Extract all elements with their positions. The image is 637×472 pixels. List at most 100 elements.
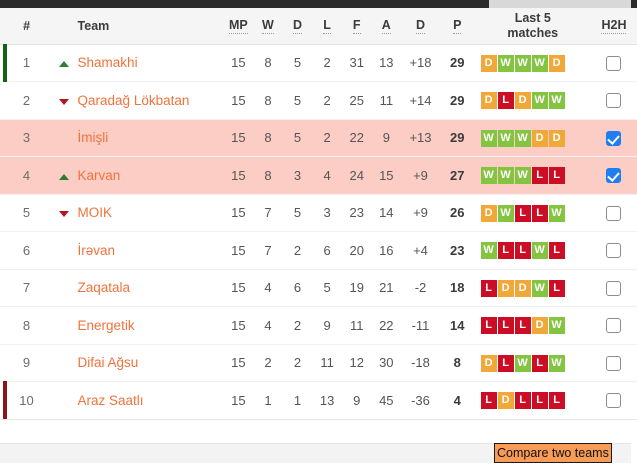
row-h2h[interactable]: [590, 381, 637, 420]
form-badge-l[interactable]: L: [497, 317, 514, 335]
form-badge-w[interactable]: W: [497, 167, 514, 185]
row-h2h[interactable]: [590, 306, 637, 345]
h2h-checkbox[interactable]: [606, 55, 622, 71]
column-header-l[interactable]: L: [312, 8, 342, 45]
table-row[interactable]: 7 Zaqatala 15 4 6 5 19 21 -2 18 L D D W L: [0, 269, 637, 307]
form-badge-d[interactable]: D: [497, 392, 514, 410]
form-badge-w[interactable]: W: [548, 317, 565, 335]
form-badge-w[interactable]: W: [531, 279, 548, 297]
form-badge-l[interactable]: L: [531, 204, 548, 222]
column-header-f[interactable]: F: [341, 8, 372, 45]
form-badge-d[interactable]: D: [531, 317, 548, 335]
team-link[interactable]: Difai Ağsu: [77, 355, 139, 371]
form-badge-l[interactable]: L: [514, 204, 531, 222]
form-badge-d[interactable]: D: [531, 129, 548, 147]
h2h-checkbox[interactable]: [606, 205, 622, 221]
team-link[interactable]: Zaqatala: [77, 280, 131, 296]
column-header-goal-difference[interactable]: D: [401, 8, 440, 45]
form-badge-d[interactable]: D: [480, 54, 497, 72]
team-link[interactable]: İrəvan: [77, 242, 116, 258]
form-badge-l[interactable]: L: [497, 354, 514, 372]
row-h2h[interactable]: [590, 119, 637, 157]
column-header-a[interactable]: A: [371, 8, 402, 45]
column-header-h2h[interactable]: H2H: [590, 8, 637, 45]
table-row[interactable]: 6 İrəvan 15 7 2 6 20 16 +4 23 W L L W L: [0, 231, 637, 270]
form-badge-w[interactable]: W: [497, 204, 514, 222]
form-badge-w[interactable]: W: [480, 242, 497, 260]
row-h2h[interactable]: [590, 269, 637, 307]
table-row[interactable]: 5 MOIK 15 7 5 3 23 14 +9 26 D W L L W: [0, 194, 637, 232]
table-row[interactable]: 3 İmişli 15 8 5 2 22 9 +13 29 W W W D D: [0, 119, 637, 157]
form-badge-l[interactable]: L: [531, 354, 548, 372]
form-badge-d[interactable]: D: [548, 129, 565, 147]
form-badge-l[interactable]: L: [514, 392, 531, 410]
form-badge-w[interactable]: W: [480, 167, 497, 185]
form-badge-d[interactable]: D: [497, 279, 514, 297]
h2h-checkbox[interactable]: [606, 93, 622, 109]
form-badge-w[interactable]: W: [531, 54, 548, 72]
form-badge-w[interactable]: W: [497, 54, 514, 72]
form-badge-l[interactable]: L: [480, 317, 497, 335]
team-link[interactable]: Karvan: [77, 167, 121, 183]
form-badge-d[interactable]: D: [480, 204, 497, 222]
form-badge-l[interactable]: L: [480, 392, 497, 410]
form-badge-d[interactable]: D: [480, 354, 497, 372]
form-badge-l[interactable]: L: [514, 242, 531, 260]
form-badge-d[interactable]: D: [548, 54, 565, 72]
form-badge-w[interactable]: W: [548, 354, 565, 372]
form-badge-w[interactable]: W: [514, 354, 531, 372]
team-link[interactable]: Energetik: [77, 317, 135, 333]
form-badge-l[interactable]: L: [548, 392, 565, 410]
table-row[interactable]: 8 Energetik 15 4 2 9 11 22 -11 14 L L L D W: [0, 306, 637, 345]
row-h2h[interactable]: [590, 231, 637, 270]
table-row[interactable]: 1 Shamakhi 15 8 5 2 31 13 +18 29 D W W W D: [0, 43, 637, 82]
form-badge-d[interactable]: D: [480, 92, 497, 110]
table-row[interactable]: 10 Araz Saatlı 15 1 1 13 9 45 -36 4 L D L L L: [0, 381, 637, 420]
h2h-checkbox[interactable]: [606, 168, 622, 184]
row-h2h[interactable]: [590, 156, 637, 195]
form-badge-w[interactable]: W: [480, 129, 497, 147]
column-header-rank[interactable]: #: [0, 8, 54, 45]
form-badge-w[interactable]: W: [497, 129, 514, 147]
row-h2h[interactable]: [590, 344, 637, 382]
form-badge-l[interactable]: L: [548, 279, 565, 297]
column-header-d[interactable]: D: [282, 8, 313, 45]
form-badge-w[interactable]: W: [531, 92, 548, 110]
table-row[interactable]: 9 Difai Ağsu 15 2 2 11 12 30 -18 8 D L W L W: [0, 344, 637, 382]
form-badge-w[interactable]: W: [514, 129, 531, 147]
team-link[interactable]: İmişli: [77, 130, 109, 146]
team-link[interactable]: Qaradağ Lökbatan: [77, 92, 190, 108]
form-badge-l[interactable]: L: [514, 317, 531, 335]
form-badge-l[interactable]: L: [480, 279, 497, 297]
form-badge-w[interactable]: W: [548, 92, 565, 110]
table-row[interactable]: 2 Qaradağ Lökbatan 15 8 5 2 25 11 +14 29 D L D W W: [0, 81, 637, 120]
team-link[interactable]: Araz Saatlı: [77, 392, 144, 408]
table-row[interactable]: 4 Karvan 15 8 3 4 24 15 +9 27 W W W L L: [0, 156, 637, 195]
form-badge-l[interactable]: L: [497, 92, 514, 110]
form-badge-w[interactable]: W: [548, 204, 565, 222]
team-link[interactable]: MOIK: [77, 205, 113, 221]
form-badge-w[interactable]: W: [514, 167, 531, 185]
column-header-team[interactable]: Team: [75, 8, 224, 45]
form-badge-w[interactable]: W: [514, 54, 531, 72]
h2h-checkbox[interactable]: [606, 280, 622, 296]
h2h-checkbox[interactable]: [606, 318, 622, 334]
row-h2h[interactable]: [590, 44, 637, 82]
form-badge-l[interactable]: L: [548, 167, 565, 185]
form-badge-d[interactable]: D: [514, 92, 531, 110]
form-badge-l[interactable]: L: [531, 392, 548, 410]
column-header-w[interactable]: W: [253, 8, 283, 45]
row-h2h[interactable]: [590, 81, 637, 120]
form-badge-d[interactable]: D: [514, 279, 531, 297]
column-header-mp[interactable]: MP: [223, 8, 254, 45]
h2h-checkbox[interactable]: [606, 243, 622, 259]
column-header-points[interactable]: P: [439, 8, 475, 45]
form-badge-l[interactable]: L: [531, 167, 548, 185]
h2h-checkbox[interactable]: [606, 130, 622, 146]
row-h2h[interactable]: [590, 194, 637, 232]
form-badge-l[interactable]: L: [497, 242, 514, 260]
team-link[interactable]: Shamakhi: [77, 55, 138, 71]
form-badge-w[interactable]: W: [531, 242, 548, 260]
form-badge-l[interactable]: L: [548, 242, 565, 260]
h2h-checkbox[interactable]: [606, 355, 622, 371]
